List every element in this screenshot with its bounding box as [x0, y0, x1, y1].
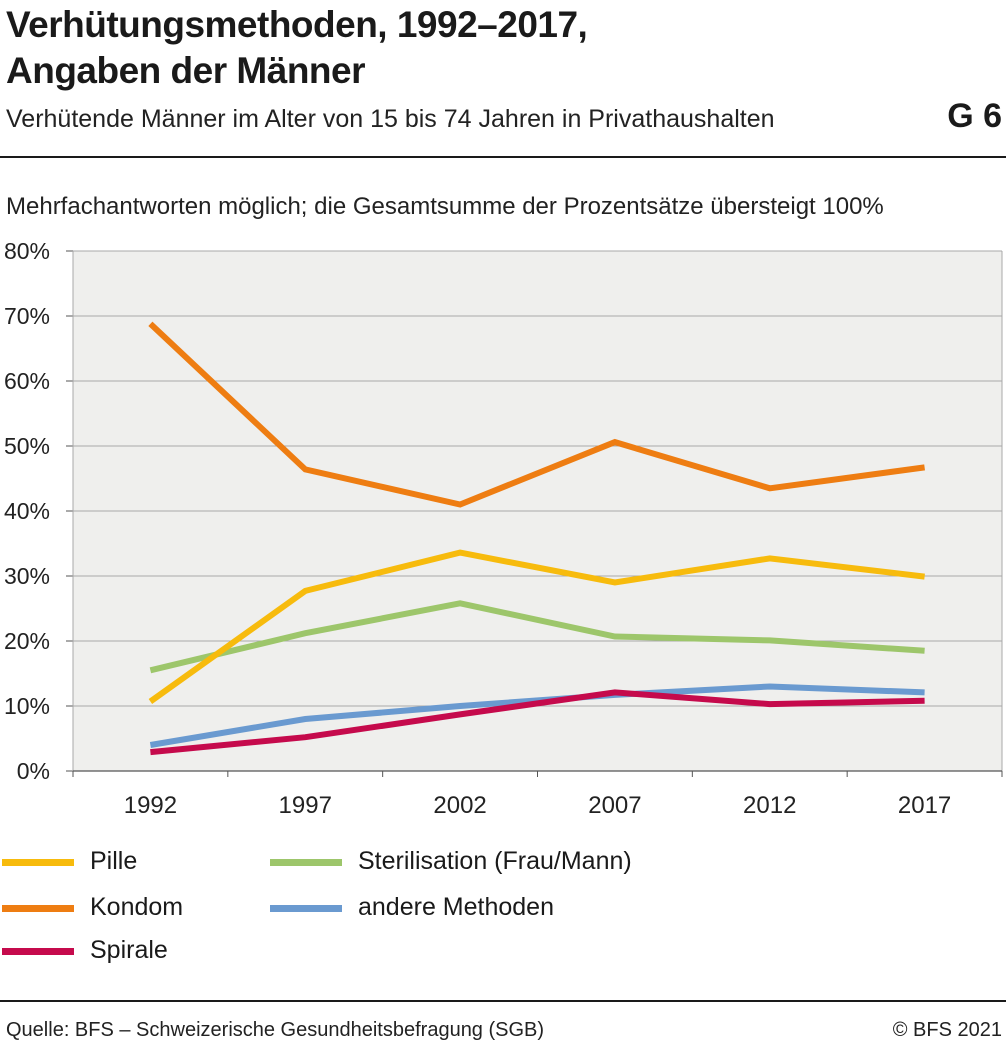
- series-line-kondom: [148, 321, 926, 508]
- line-chart: 0% 10% 20% 30% 40% 50% 60% 70% 80% 1992 1997 2002 20…: [4, 238, 1003, 819]
- chart-title-line-2: Angaben der Männer: [6, 50, 366, 91]
- series-line-spirale: [150, 689, 925, 756]
- y-tick-label: 60%: [4, 368, 50, 394]
- header-divider: [0, 156, 1006, 158]
- y-tick-label: 0%: [17, 758, 50, 784]
- y-tick-label: 50%: [4, 433, 50, 459]
- y-tick-label: 70%: [4, 303, 50, 329]
- chart-title: Verhütungsmethoden, 1992–2017, Angaben d…: [6, 2, 906, 94]
- legend-label: andere Methoden: [358, 893, 554, 921]
- y-tick-label: 80%: [4, 238, 50, 264]
- y-tick-label: 40%: [4, 498, 50, 524]
- copyright-note: © BFS 2021: [892, 1019, 1002, 1041]
- x-tick-label: 1992: [124, 792, 177, 819]
- legend-swatch: [270, 905, 342, 912]
- y-tick-label: 30%: [4, 563, 50, 589]
- legend-swatch: [270, 859, 342, 866]
- chart-note: Mehrfachantworten möglich; die Gesamtsum…: [6, 193, 884, 220]
- chart-subtitle: Verhütende Männer im Alter von 15 bis 74…: [6, 105, 775, 133]
- y-tick-label: 10%: [4, 693, 50, 719]
- source-note: Quelle: BFS – Schweizerische Gesundheits…: [6, 1019, 545, 1041]
- legend-swatch: [2, 859, 74, 866]
- chart-title-line-1: Verhütungsmethoden, 1992–2017,: [6, 4, 588, 45]
- x-tick-label: 2012: [743, 792, 796, 819]
- legend-label: Pille: [90, 847, 138, 875]
- x-tick-label: 1997: [279, 792, 332, 819]
- series-line-sterilisation-frau-mann: [149, 600, 925, 674]
- y-tick-label: 20%: [4, 628, 50, 654]
- footer-divider: [0, 1000, 1006, 1002]
- legend-label: Kondom: [90, 893, 184, 921]
- legend-swatch: [2, 905, 74, 912]
- series-line-pille: [148, 549, 925, 704]
- legend-label: Sterilisation (Frau/Mann): [358, 847, 632, 875]
- x-tick-label: 2017: [898, 792, 951, 819]
- x-tick-label: 2007: [588, 792, 641, 819]
- legend-label: Spirale: [90, 936, 168, 964]
- legend-swatch: [2, 948, 74, 955]
- x-tick-label: 2002: [433, 792, 486, 819]
- graphic-number: G 6: [947, 97, 1002, 135]
